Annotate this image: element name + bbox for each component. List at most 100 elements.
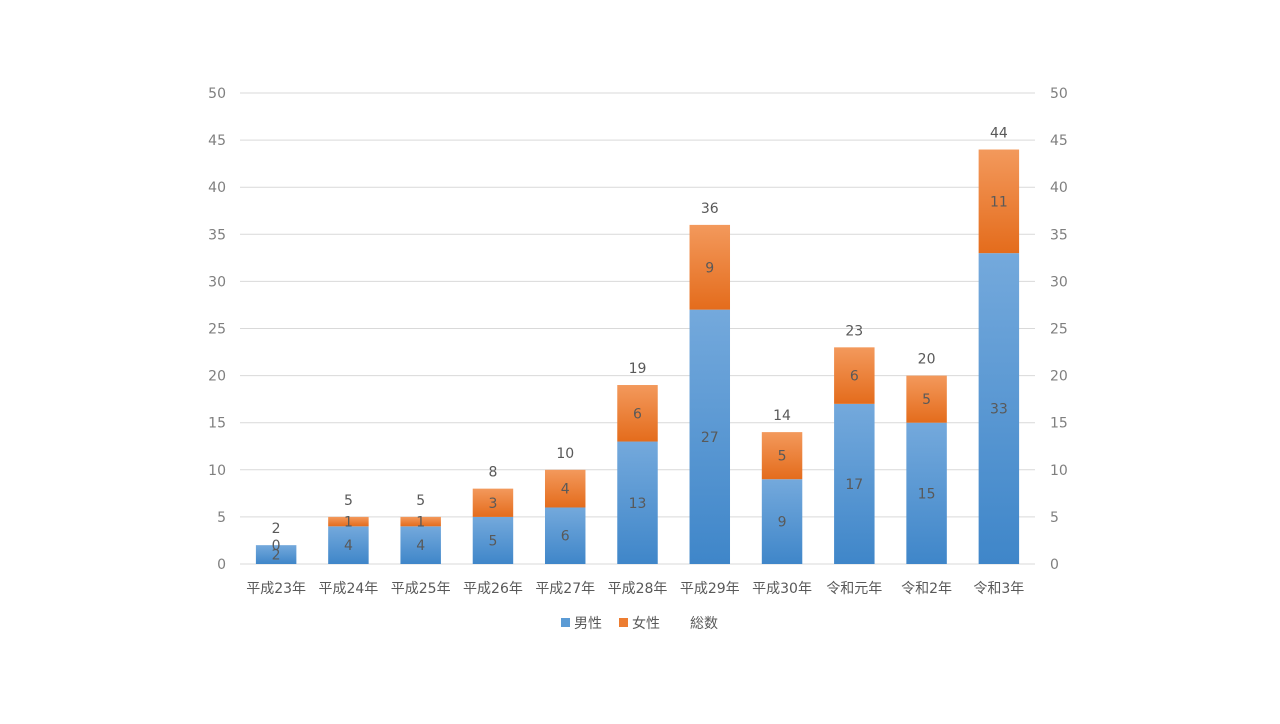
y-tick-label-left-25: 25 bbox=[208, 322, 226, 338]
data-label-male-4: 6 bbox=[561, 529, 570, 545]
data-label-total-0: 2 bbox=[272, 521, 281, 537]
legend-swatch-female bbox=[619, 618, 628, 627]
bar-male-9 bbox=[906, 422, 947, 564]
x-tick-label-3: 平成26年 bbox=[463, 581, 523, 597]
y-tick-label-left-35: 35 bbox=[208, 227, 226, 243]
y-tick-label-right-5: 5 bbox=[1050, 510, 1059, 526]
data-label-male-0: 2 bbox=[272, 548, 281, 564]
data-label-total-5: 19 bbox=[629, 361, 647, 377]
bar-male-0 bbox=[255, 545, 297, 564]
bar-male-3 bbox=[472, 516, 514, 564]
data-label-male-1: 4 bbox=[344, 538, 353, 554]
data-label-female-4: 4 bbox=[561, 482, 570, 498]
bar-male-7 bbox=[761, 479, 803, 564]
legend-label-female: 女性 bbox=[632, 615, 660, 632]
legend: 男性 女性 総数 bbox=[561, 615, 718, 632]
bar-female-1 bbox=[328, 516, 369, 527]
bar-female-3 bbox=[472, 488, 514, 517]
data-label-female-8: 6 bbox=[850, 369, 859, 385]
data-label-female-2: 1 bbox=[416, 515, 425, 531]
x-tick-label-10: 令和3年 bbox=[973, 581, 1024, 597]
bar-female-7 bbox=[761, 432, 803, 480]
data-label-male-9: 15 bbox=[918, 486, 936, 502]
x-axis: 平成23年 平成24年 平成25年 平成26年 平成27年 平成28年 平成29年 平成30年… bbox=[246, 581, 1024, 597]
data-label-total-9: 20 bbox=[918, 352, 936, 368]
y-tick-label-left-10: 10 bbox=[208, 463, 226, 479]
gridlines bbox=[240, 92, 1035, 565]
y-axis-left: 0 5 10 15 20 25 30 35 40 45 50 bbox=[208, 86, 226, 573]
y-tick-label-left-20: 20 bbox=[208, 369, 226, 385]
data-label-total-6: 36 bbox=[701, 201, 719, 217]
data-label-total-10: 44 bbox=[990, 126, 1008, 142]
y-tick-label-right-20: 20 bbox=[1050, 369, 1068, 385]
data-label-female-9: 5 bbox=[922, 392, 931, 408]
bar-male-8 bbox=[834, 403, 875, 564]
bar-male-4 bbox=[544, 507, 586, 564]
data-label-female-7: 5 bbox=[778, 449, 787, 465]
x-tick-label-7: 平成30年 bbox=[752, 581, 812, 597]
data-label-male-7: 9 bbox=[778, 515, 787, 531]
data-label-female-3: 3 bbox=[488, 496, 497, 512]
data-label-total-8: 23 bbox=[845, 323, 863, 339]
x-tick-label-5: 平成28年 bbox=[608, 581, 668, 597]
data-label-male-6: 27 bbox=[701, 430, 719, 446]
bars: 2024154155386410136192793695141762315520… bbox=[255, 126, 1020, 564]
data-label-total-7: 14 bbox=[773, 408, 791, 424]
y-axis-right: 0 5 10 15 20 25 30 35 40 45 50 bbox=[1050, 86, 1068, 573]
bar-female-4 bbox=[544, 469, 586, 508]
data-label-male-2: 4 bbox=[416, 538, 425, 554]
data-label-male-10: 33 bbox=[990, 402, 1008, 418]
bar-male-6 bbox=[689, 309, 731, 564]
data-label-female-6: 9 bbox=[705, 260, 714, 276]
bar-female-5 bbox=[617, 385, 658, 442]
y-tick-label-left-0: 0 bbox=[217, 557, 226, 573]
bar-female-10 bbox=[978, 149, 1020, 254]
y-tick-label-left-40: 40 bbox=[208, 180, 226, 196]
bar-male-10 bbox=[978, 253, 1020, 564]
y-tick-label-right-40: 40 bbox=[1050, 180, 1068, 196]
bar-female-2 bbox=[400, 516, 441, 527]
y-tick-label-right-30: 30 bbox=[1050, 274, 1068, 290]
y-tick-label-left-5: 5 bbox=[217, 510, 226, 526]
x-tick-label-6: 平成29年 bbox=[680, 581, 740, 597]
data-label-total-1: 5 bbox=[344, 493, 353, 509]
y-tick-label-left-30: 30 bbox=[208, 274, 226, 290]
x-tick-label-8: 令和元年 bbox=[826, 581, 882, 597]
data-label-male-5: 13 bbox=[629, 496, 647, 512]
bar-female-6 bbox=[689, 224, 731, 310]
y-tick-label-left-50: 50 bbox=[208, 86, 226, 102]
data-label-female-5: 6 bbox=[633, 406, 642, 422]
y-tick-label-right-50: 50 bbox=[1050, 86, 1068, 102]
y-tick-label-right-35: 35 bbox=[1050, 227, 1068, 243]
y-tick-label-left-45: 45 bbox=[208, 133, 226, 149]
x-tick-label-0: 平成23年 bbox=[246, 581, 306, 597]
x-tick-label-2: 平成25年 bbox=[391, 581, 451, 597]
x-tick-label-9: 令和2年 bbox=[901, 581, 952, 597]
bar-male-2 bbox=[400, 526, 441, 564]
y-tick-label-left-15: 15 bbox=[208, 416, 226, 432]
data-label-total-3: 8 bbox=[488, 465, 497, 481]
data-label-total-4: 10 bbox=[556, 446, 574, 462]
bar-male-5 bbox=[617, 441, 658, 564]
bar-female-9 bbox=[906, 375, 947, 423]
y-tick-label-right-0: 0 bbox=[1050, 557, 1059, 573]
data-label-male-8: 17 bbox=[845, 477, 863, 493]
y-tick-label-right-15: 15 bbox=[1050, 416, 1068, 432]
x-tick-label-4: 平成27年 bbox=[535, 581, 595, 597]
data-label-female-0: 0 bbox=[272, 538, 281, 554]
y-tick-label-right-45: 45 bbox=[1050, 133, 1068, 149]
bar-male-1 bbox=[328, 526, 369, 564]
y-tick-label-right-25: 25 bbox=[1050, 322, 1068, 338]
data-label-female-10: 11 bbox=[990, 194, 1008, 210]
legend-label-male: 男性 bbox=[574, 616, 602, 632]
legend-swatch-male bbox=[561, 618, 570, 627]
bar-female-8 bbox=[834, 347, 875, 404]
data-label-male-3: 5 bbox=[488, 533, 497, 549]
data-label-total-2: 5 bbox=[416, 493, 425, 509]
x-tick-label-1: 平成24年 bbox=[318, 581, 378, 597]
legend-label-total: 総数 bbox=[690, 616, 718, 632]
y-tick-label-right-10: 10 bbox=[1050, 463, 1068, 479]
data-label-female-1: 1 bbox=[344, 515, 353, 531]
